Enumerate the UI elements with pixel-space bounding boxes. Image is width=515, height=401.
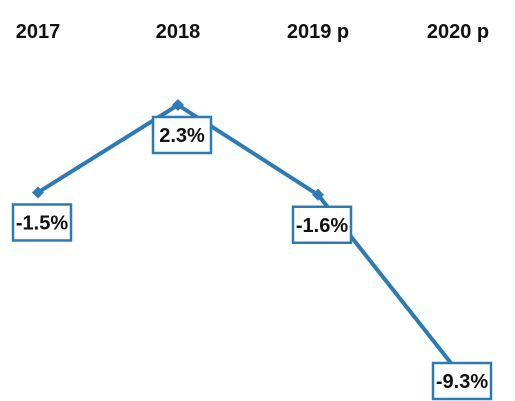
data-point-marker [312,188,324,201]
data-point-marker [32,186,44,199]
data-label: -1.5% [11,203,73,242]
data-label-box [431,361,493,401]
data-label-text: -9.3% [436,371,488,393]
data-point-marker [172,99,184,111]
x-tick-label: 2017 [16,21,61,43]
data-label: -1.6% [291,205,353,245]
x-tick-label: 2018 [156,21,201,43]
data-label-box [151,115,213,155]
x-tick-label: 2019 p [287,21,349,43]
series-line-group [32,99,464,378]
data-label-text: 2.3% [159,125,205,147]
x-tick-label: 2020 p [427,21,489,43]
data-label: 2.3% [151,115,213,155]
data-label-box [291,205,353,245]
data-labels: -1.5% 2.3% -1.6% -9.3% [11,115,493,401]
series-line [36,103,460,374]
data-label-box [11,203,73,242]
data-label: -9.3% [431,361,493,401]
data-label-text: -1.6% [296,215,348,237]
x-axis-tick-labels: 2017 2018 2019 p 2020 p [16,21,489,43]
data-label-text: -1.5% [16,212,68,234]
